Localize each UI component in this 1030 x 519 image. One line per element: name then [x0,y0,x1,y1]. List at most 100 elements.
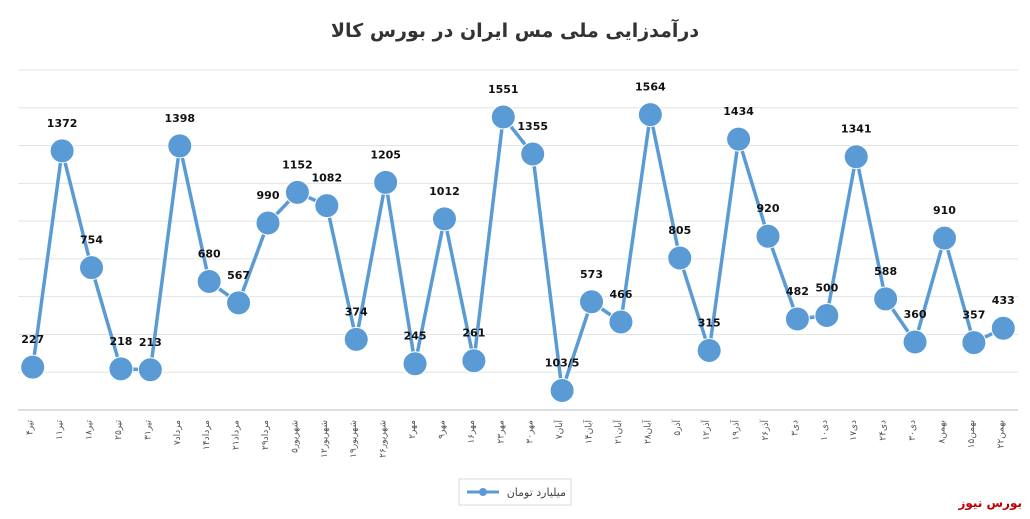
x-tick-label: ۱۲آذر [700,420,712,441]
data-label: 227 [21,333,44,346]
data-point [108,356,134,382]
data-point [520,141,546,167]
x-tick-label: ۲۶آذر [759,420,771,441]
watermark-logo-text: بورس نیوز [957,496,1022,511]
data-point [696,338,722,363]
data-label: 261 [462,327,485,340]
data-point [343,326,369,352]
data-point [931,225,957,251]
x-tick-label: ۴تیر [26,420,36,436]
data-label: 1551 [488,83,519,96]
x-tick-label: ۱۶مهر [467,420,477,444]
data-label: 1398 [164,112,195,125]
series-layer [20,102,1016,403]
data-point [461,348,487,374]
data-label: 588 [874,265,897,278]
data-point [726,126,752,152]
data-point [373,169,399,195]
data-label: 482 [786,285,809,298]
x-tick-label: ۵آذر [671,420,683,436]
data-point [284,179,310,205]
data-point [196,269,222,295]
x-tick-label: ۱۲شهریور [320,420,330,458]
data-label: 1205 [370,148,401,161]
x-tick-label: ۲۲بهمن [996,420,1006,448]
data-point [784,306,810,332]
data-label: 1082 [312,172,343,185]
data-point [755,223,781,249]
x-tick-label: ۲مهر [408,420,418,439]
data-point [167,133,193,159]
data-point [961,330,987,356]
data-point [990,315,1016,341]
x-tick-label: ۲۵تیر [114,420,124,440]
chart-title: درآمدزایی ملی مس ایران در بورس کالا [331,18,699,42]
data-point [490,104,516,130]
data-point [667,245,693,271]
data-point [814,303,840,329]
x-tick-label: ۹مهر [437,420,447,439]
x-tick-label: ۲۴دی [879,420,889,441]
x-tick-label: ۳۰دی [908,420,918,441]
data-point [137,357,163,383]
data-label: 103/5 [545,356,580,369]
data-label: 315 [698,317,721,330]
series-line [30,112,1005,393]
x-tick-label: ۲۶شهریور [379,420,389,458]
x-tick-label: ۱۴مرداد [202,420,212,450]
data-point [902,329,928,355]
data-point [79,255,105,281]
data-label: 754 [80,234,103,247]
data-label: 1372 [47,117,78,130]
x-tick-label: ۵شهریور [290,420,300,453]
x-tick-labels: ۴تیر ۱۱تیر ۱۸تیر ۲۵تیر ۳۱تیر ۷مرداد ۱۴مرداد ۲۱م… [26,420,1007,458]
data-label: 1012 [429,185,460,198]
data-point [873,286,899,312]
data-point [549,377,575,403]
data-point [431,206,457,232]
data-point [226,290,252,316]
data-label: 433 [992,294,1015,307]
data-point [637,102,663,128]
data-label: 500 [815,282,838,295]
x-tick-label: ۲۹مرداد [261,420,271,450]
data-label: 360 [904,308,927,321]
data-point [402,351,428,377]
data-label: 573 [580,268,603,281]
x-tick-label: ۳۱تیر [143,420,153,440]
x-tick-label: ۲۱آبان [612,420,624,445]
legend: میلیارد تومان [458,478,572,506]
x-tick-label: ۱۵بهمن [967,420,977,448]
data-point [49,138,75,164]
data-point [843,144,869,170]
data-label: 805 [668,224,691,237]
x-tick-label: ۱۰دی [820,420,830,441]
data-label: 920 [757,202,780,215]
data-point [579,289,605,315]
legend-marker-icon [479,488,487,496]
x-tick-label: ۱۴آبان [583,420,595,445]
data-point [20,354,46,380]
x-tick-label: ۱۸تیر [85,420,95,440]
data-label: 990 [257,189,280,202]
data-point [255,210,281,236]
legend-label: میلیارد تومان [507,486,566,499]
data-label: 680 [198,248,221,261]
x-tick-label: ۲۸آبان [641,420,653,445]
data-label: 567 [227,269,250,282]
data-label: 374 [345,305,368,318]
data-point [314,193,340,219]
data-label: 245 [404,330,427,343]
x-tick-label: ۷مرداد [173,420,183,445]
x-tick-label: ۸بهمن [937,420,947,444]
data-label: 910 [933,204,956,217]
x-tick-label: ۷آبان [553,420,565,440]
data-label: 1564 [635,81,666,94]
data-label: 357 [962,309,985,322]
data-label: 213 [139,336,162,349]
x-tick-label: ۳۰مهر [526,420,536,444]
data-label: 466 [609,288,632,301]
data-label: 1341 [841,123,872,136]
